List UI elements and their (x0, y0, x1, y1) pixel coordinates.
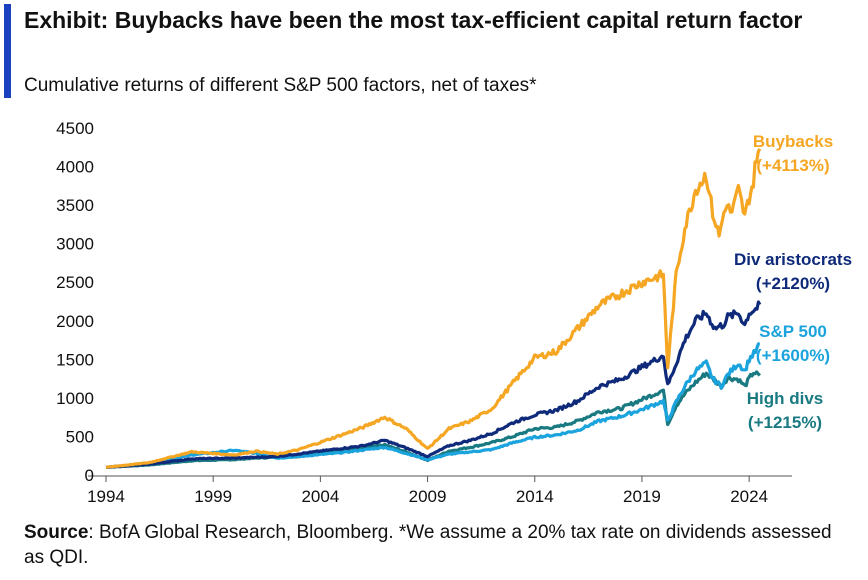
x-tick-label: 2004 (301, 487, 339, 506)
y-tick-label: 2000 (56, 312, 94, 331)
source-label: Source (24, 522, 89, 543)
legend-high-divs-name: High divs (746, 389, 824, 408)
y-tick-label: 3500 (56, 196, 94, 215)
x-tick-label: 1999 (194, 487, 232, 506)
y-tick-label: 4500 (56, 119, 94, 138)
legend-sp500-name: S&P 500 (759, 322, 827, 341)
legend-buybacks-name: Buybacks (752, 132, 834, 151)
title-accent-bar (4, 4, 11, 98)
legend-high-divs-value: (+1215%) (747, 413, 823, 432)
legend-high-divs: High divs (+1215%) (730, 387, 840, 435)
y-tick-label: 2500 (56, 273, 94, 292)
y-tick-label: 3000 (56, 235, 94, 254)
y-tick-label: 1000 (56, 389, 94, 408)
series-line-div-aristocrats (105, 300, 762, 469)
legend-sp500: S&P 500 (+1600%) (738, 320, 848, 368)
legend-div-aristocrats-value: (+2120%) (755, 274, 831, 293)
legend-div-aristocrats: Div aristocrats (+2120%) (723, 248, 863, 296)
x-tick-label: 2024 (730, 487, 768, 506)
series-line-s-p-500 (105, 342, 760, 469)
legend-buybacks-value: (+4113%) (756, 156, 830, 175)
y-tick-label: 4000 (56, 158, 94, 177)
legend-sp500-value: (+1600%) (755, 346, 831, 365)
chart-title: Exhibit: Buybacks have been the most tax… (24, 7, 803, 33)
x-tick-label: 1994 (87, 487, 125, 506)
x-tick-label: 2019 (623, 487, 661, 506)
source-note: Source: BofA Global Research, Bloomberg.… (24, 520, 844, 570)
y-tick-label: 0 (85, 466, 94, 485)
line-chart: 0 500 1000 1500 2000 2500 3000 3500 4000 4500 1994… (56, 119, 792, 506)
legend-buybacks: Buybacks (+4113%) (738, 130, 848, 178)
legend-div-aristocrats-name: Div aristocrats (733, 250, 853, 269)
source-text: : BofA Global Research, Bloomberg. *We a… (24, 522, 832, 568)
x-tick-label: 2014 (516, 487, 554, 506)
chart-subtitle: Cumulative returns of different S&P 500 … (24, 75, 537, 96)
y-tick-label: 500 (66, 427, 94, 446)
y-tick-label: 1500 (56, 350, 94, 369)
x-tick-label: 2009 (409, 487, 447, 506)
series-line-buybacks (105, 148, 762, 469)
